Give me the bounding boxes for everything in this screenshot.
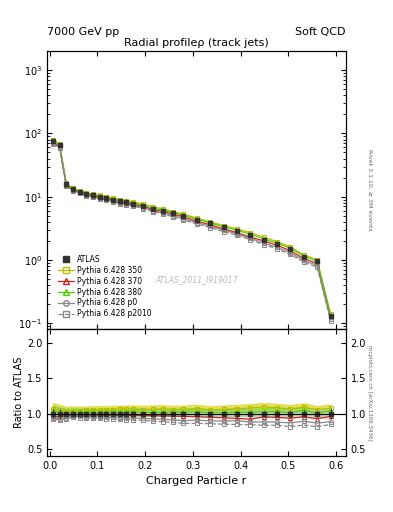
Text: Soft QCD: Soft QCD: [296, 27, 346, 37]
X-axis label: Charged Particle r: Charged Particle r: [146, 476, 247, 486]
Text: 7000 GeV pp: 7000 GeV pp: [47, 27, 119, 37]
Text: Rivet 3.1.10, ≥ 3M events: Rivet 3.1.10, ≥ 3M events: [367, 150, 372, 231]
Text: mcplots.cern.ch [arXiv:1306.3436]: mcplots.cern.ch [arXiv:1306.3436]: [367, 345, 372, 440]
Text: ATLAS_2011_I919017: ATLAS_2011_I919017: [155, 275, 238, 284]
Legend: ATLAS, Pythia 6.428 350, Pythia 6.428 370, Pythia 6.428 380, Pythia 6.428 p0, Py: ATLAS, Pythia 6.428 350, Pythia 6.428 37…: [55, 252, 154, 322]
Title: Radial profileρ (track jets): Radial profileρ (track jets): [124, 38, 269, 48]
Y-axis label: Ratio to ATLAS: Ratio to ATLAS: [14, 357, 24, 428]
